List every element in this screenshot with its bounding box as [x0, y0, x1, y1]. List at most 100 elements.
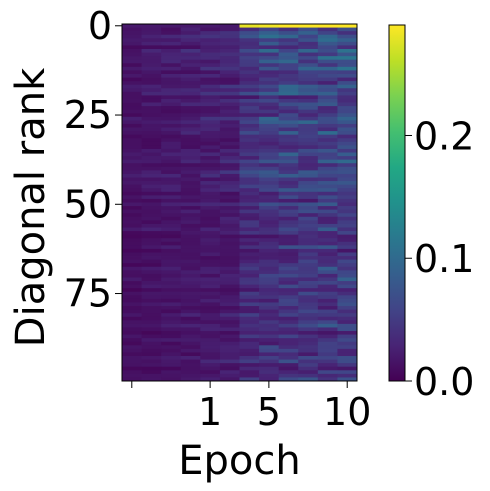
heatmap-cell	[278, 173, 299, 178]
heatmap-cell	[122, 173, 142, 178]
heatmap-cell	[239, 284, 260, 289]
heatmap-cell	[317, 348, 338, 353]
heatmap-cell	[141, 270, 162, 275]
heatmap-cell	[161, 313, 182, 318]
heatmap-cell	[259, 284, 280, 289]
heatmap-cell	[200, 173, 221, 178]
heatmap-cell	[298, 216, 319, 221]
heatmap-cell	[317, 327, 338, 332]
heatmap-cell	[278, 27, 299, 32]
heatmap-cell	[317, 70, 338, 75]
heatmap-cell	[141, 338, 162, 343]
heatmap-cell	[122, 45, 142, 50]
heatmap-cell	[161, 277, 182, 282]
heatmap-cell	[298, 188, 319, 193]
heatmap-cell	[200, 38, 221, 43]
heatmap-cell	[161, 177, 182, 182]
heatmap-cell	[259, 216, 280, 221]
heatmap-cell	[317, 102, 338, 107]
heatmap-cell	[259, 298, 280, 303]
heatmap-cell	[180, 352, 201, 357]
heatmap-cell	[239, 363, 260, 368]
heatmap-cell	[337, 41, 358, 46]
heatmap-cell	[337, 145, 358, 150]
heatmap-cell	[239, 206, 260, 211]
heatmap-cell	[239, 352, 260, 357]
heatmap-cell	[317, 338, 338, 343]
heatmap-cell	[180, 213, 201, 218]
heatmap-cell	[317, 216, 338, 221]
heatmap-cell	[337, 306, 358, 310]
heatmap-cell	[161, 98, 182, 103]
heatmap-cell	[259, 366, 280, 371]
heatmap-cell	[161, 77, 182, 82]
heatmap-cell	[200, 327, 221, 332]
heatmap-cell	[259, 84, 280, 89]
heatmap-cell	[122, 323, 142, 328]
heatmap-cell	[239, 138, 260, 143]
heatmap-cell	[337, 73, 358, 78]
heatmap-cell	[337, 81, 358, 86]
heatmap-cell	[278, 320, 299, 325]
heatmap-cell	[219, 152, 240, 157]
heatmap-cell	[317, 273, 338, 278]
heatmap-cell	[141, 248, 162, 253]
heatmap-cell	[219, 123, 240, 128]
heatmap-cell	[122, 284, 142, 289]
heatmap-cell	[219, 302, 240, 307]
heatmap-cell	[259, 163, 280, 168]
heatmap-cell	[259, 231, 280, 236]
heatmap-cell	[317, 302, 338, 307]
heatmap-cell	[180, 273, 201, 278]
heatmap-cell	[122, 163, 142, 168]
heatmap-cell	[259, 173, 280, 178]
heatmap-cell	[239, 313, 260, 318]
heatmap-cell	[317, 66, 338, 71]
heatmap-cell	[161, 106, 182, 111]
heatmap-cell	[278, 313, 299, 318]
heatmap-cell	[259, 181, 280, 186]
heatmap-cell	[161, 123, 182, 128]
heatmap-cell	[259, 195, 280, 200]
heatmap-cell	[122, 241, 142, 246]
heatmap-cell	[200, 302, 221, 307]
heatmap-cell	[317, 59, 338, 64]
heatmap-cell	[200, 48, 221, 53]
heatmap-cell	[141, 191, 162, 196]
heatmap-cell	[180, 31, 201, 36]
x-tick-label: 5	[257, 390, 281, 434]
heatmap-cell	[180, 109, 201, 114]
heatmap-cell	[180, 313, 201, 318]
heatmap-cell	[200, 77, 221, 82]
heatmap-cell	[180, 198, 201, 203]
heatmap-cell	[200, 27, 221, 32]
heatmap-cell	[122, 216, 142, 221]
heatmap-cell	[200, 288, 221, 293]
heatmap-cell	[298, 256, 319, 261]
heatmap-cell	[259, 277, 280, 282]
heatmap-cell	[180, 306, 201, 310]
heatmap-cell	[298, 134, 319, 139]
heatmap-cell	[161, 284, 182, 289]
heatmap-cell	[278, 81, 299, 86]
heatmap-cell	[200, 95, 221, 100]
heatmap-cell	[317, 195, 338, 200]
heatmap-cell	[219, 41, 240, 46]
heatmap-cell	[317, 220, 338, 225]
heatmap-cell	[337, 363, 358, 368]
heatmap-cell	[141, 245, 162, 250]
heatmap-cell	[259, 313, 280, 318]
heatmap-cell	[298, 341, 319, 346]
y-axis-title: Diagonal rank	[8, 67, 54, 347]
heatmap-cell	[239, 95, 260, 100]
heatmap-cell	[298, 88, 319, 93]
heatmap-cell	[200, 84, 221, 89]
heatmap-cell	[337, 138, 358, 143]
plot-frame	[121, 23, 358, 382]
heatmap-cell	[298, 248, 319, 253]
heatmap-cell	[200, 248, 221, 253]
heatmap-cell	[200, 202, 221, 207]
heatmap-cell	[122, 34, 142, 39]
heatmap-cell	[200, 334, 221, 339]
heatmap-cell	[141, 291, 162, 296]
